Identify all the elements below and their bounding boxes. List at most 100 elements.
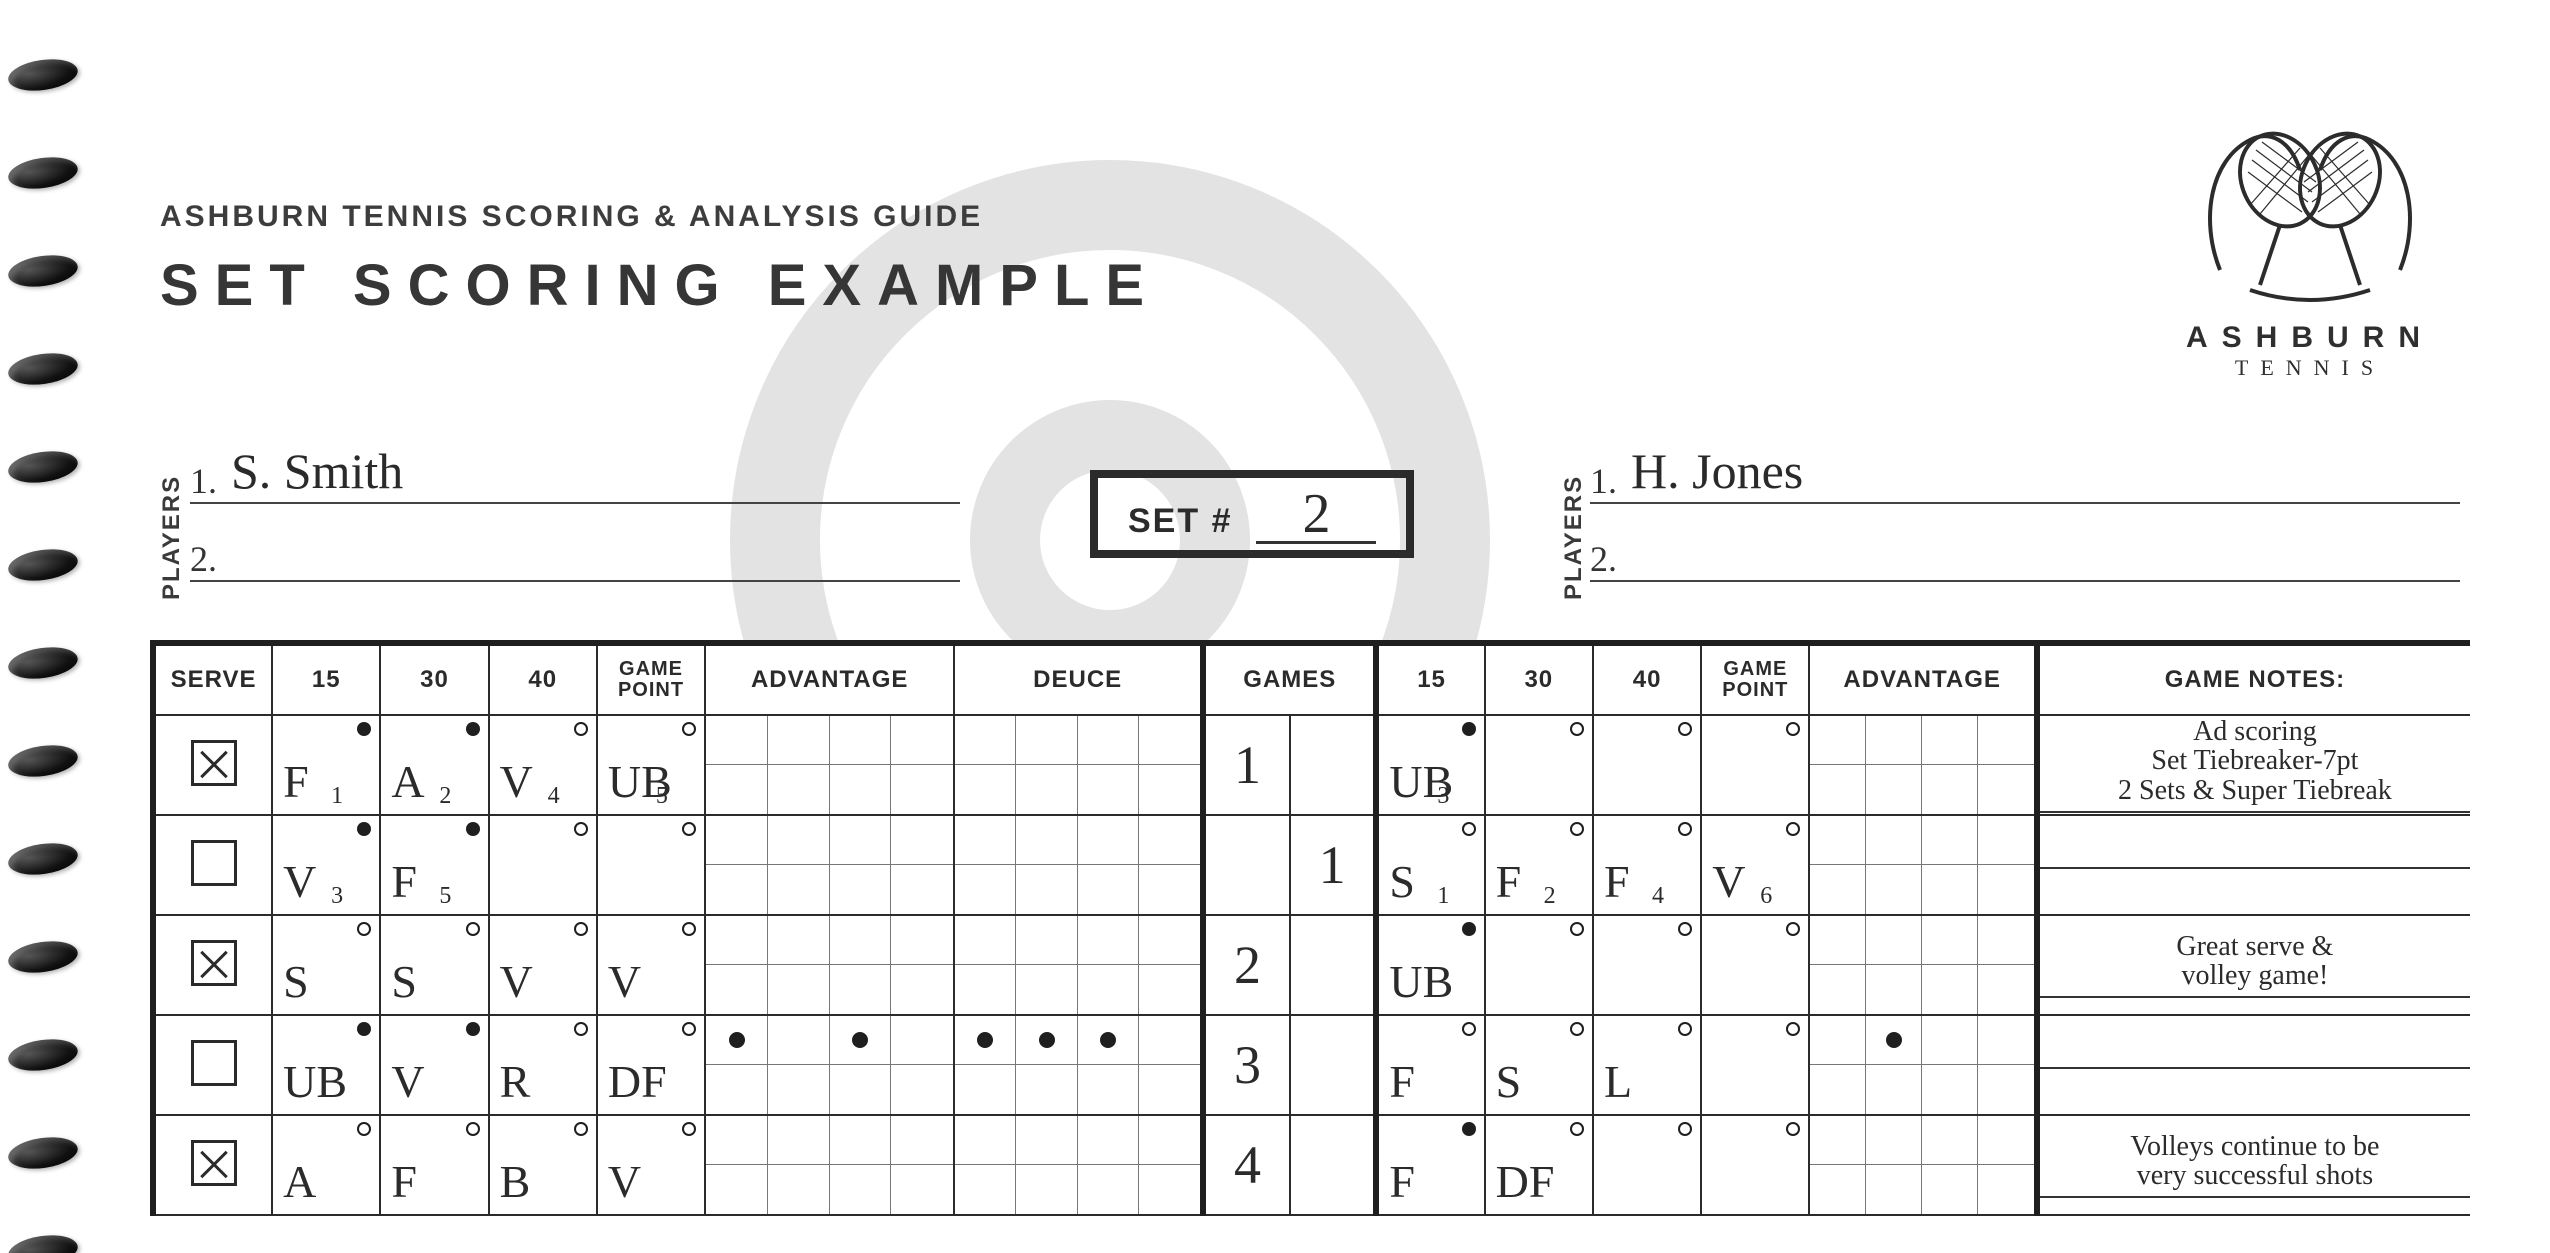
serve-cell: [153, 815, 272, 915]
point-cell: V: [489, 915, 597, 1015]
point-cell: V: [597, 915, 705, 1015]
point-cell: DF: [1485, 1115, 1593, 1215]
mini-grid-cell: [1809, 915, 2036, 1015]
score-table-wrap: SERVE 15 30 40 GAME POINT ADVANTAGE DEUC…: [150, 640, 2470, 1216]
notes-cell: Volleys continue to bevery successful sh…: [2037, 1115, 2470, 1215]
col-40-r: 40: [1593, 643, 1701, 715]
games-cell: 1: [1203, 815, 1376, 915]
col-gamepoint-r: GAME POINT: [1701, 643, 1809, 715]
notes-cell: Great serve &volley game!: [2037, 915, 2470, 1015]
point-cell: [1485, 915, 1593, 1015]
point-cell: S: [1485, 1015, 1593, 1115]
point-cell: R: [489, 1015, 597, 1115]
mini-grid-cell: [954, 1015, 1203, 1115]
left-p1-num: 1.: [190, 460, 217, 502]
mini-grid-cell: [1809, 715, 2036, 815]
point-cell: A: [272, 1115, 380, 1215]
set-value: 2: [1256, 488, 1376, 544]
col-30: 30: [380, 643, 488, 715]
col-deuce: DEUCE: [954, 643, 1203, 715]
mini-grid-cell: [954, 1115, 1203, 1215]
point-cell: [1485, 715, 1593, 815]
point-cell: F5: [380, 815, 488, 915]
players-label-right: PLAYERS: [1560, 475, 1588, 600]
mini-grid-cell: [1809, 815, 2036, 915]
col-advantage-r: ADVANTAGE: [1809, 643, 2036, 715]
point-cell: UB: [1376, 915, 1484, 1015]
point-cell: V: [597, 1115, 705, 1215]
right-p2-num: 2.: [1590, 538, 1617, 580]
left-p2-num: 2.: [190, 538, 217, 580]
point-cell: L: [1593, 1015, 1701, 1115]
score-row: V3F5 1S1F2F4V6: [153, 815, 2470, 915]
games-cell: 4: [1203, 1115, 1376, 1215]
left-player2-line: 2.: [190, 528, 960, 582]
serve-checkbox: [191, 940, 237, 986]
point-cell: S1: [1376, 815, 1484, 915]
notes-cell: [2037, 1015, 2470, 1115]
point-cell: A2: [380, 715, 488, 815]
mini-grid-cell: [954, 915, 1203, 1015]
brand-sub: TENNIS: [2150, 355, 2470, 381]
serve-checkbox: [191, 1040, 237, 1086]
point-cell: V3: [272, 815, 380, 915]
players-row: PLAYERS 1. S. Smith 2. SET # 2 PLAYERS 1…: [140, 450, 2470, 620]
col-advantage-l: ADVANTAGE: [705, 643, 954, 715]
col-15: 15: [272, 643, 380, 715]
page-header: ASHBURN TENNIS SCORING & ANALYSIS GUIDE …: [160, 200, 1160, 319]
notes-cell: Ad scoringSet Tiebreaker-7pt2 Sets & Sup…: [2037, 715, 2470, 815]
point-cell: [1701, 915, 1809, 1015]
notes-cell: [2037, 815, 2470, 915]
point-cell: [1701, 1115, 1809, 1215]
col-30-r: 30: [1485, 643, 1593, 715]
serve-cell: [153, 915, 272, 1015]
point-cell: F2: [1485, 815, 1593, 915]
players-label-left: PLAYERS: [158, 475, 186, 600]
brand-logo: ASHBURN TENNIS: [2150, 110, 2470, 381]
point-cell: UB: [272, 1015, 380, 1115]
col-40: 40: [489, 643, 597, 715]
mini-grid-cell: [705, 1115, 954, 1215]
set-number-box: SET # 2: [1090, 470, 1414, 558]
mini-grid-cell: [954, 815, 1203, 915]
serve-checkbox: [191, 840, 237, 886]
brand-name: ASHBURN: [2150, 321, 2470, 355]
mini-grid-cell: [954, 715, 1203, 815]
score-row: AFBV4FDFVolleys continue to bevery succe…: [153, 1115, 2470, 1215]
header-row: SERVE 15 30 40 GAME POINT ADVANTAGE DEUC…: [153, 643, 2470, 715]
point-cell: V6: [1701, 815, 1809, 915]
point-cell: F1: [272, 715, 380, 815]
right-player1-line: 1. H. Jones: [1590, 450, 2460, 504]
point-cell: [1701, 1015, 1809, 1115]
col-notes: GAME NOTES:: [2037, 643, 2470, 715]
point-cell: [1593, 715, 1701, 815]
point-cell: V: [380, 1015, 488, 1115]
point-cell: [489, 815, 597, 915]
games-cell: 2: [1203, 915, 1376, 1015]
score-row: UBVRDF3FSL: [153, 1015, 2470, 1115]
games-cell: 3: [1203, 1015, 1376, 1115]
serve-checkbox: [191, 1140, 237, 1186]
point-cell: V4: [489, 715, 597, 815]
games-cell: 1: [1203, 715, 1376, 815]
mini-grid-cell: [705, 715, 954, 815]
mini-grid-cell: [1809, 1115, 2036, 1215]
score-table: SERVE 15 30 40 GAME POINT ADVANTAGE DEUC…: [150, 640, 2470, 1216]
point-cell: B: [489, 1115, 597, 1215]
serve-cell: [153, 715, 272, 815]
point-cell: [597, 815, 705, 915]
header-title: SET SCORING EXAMPLE: [160, 252, 1160, 319]
set-label: SET #: [1128, 502, 1232, 541]
left-p1-name: S. Smith: [231, 442, 403, 502]
right-player2-line: 2.: [1590, 528, 2460, 582]
score-row: SSVV2UBGreat serve &volley game!: [153, 915, 2470, 1015]
point-cell: [1701, 715, 1809, 815]
right-p1-num: 1.: [1590, 460, 1617, 502]
right-p1-name: H. Jones: [1631, 442, 1803, 502]
point-cell: F4: [1593, 815, 1701, 915]
col-serve: SERVE: [153, 643, 272, 715]
mini-grid-cell: [705, 1015, 954, 1115]
col-games: GAMES: [1203, 643, 1376, 715]
serve-cell: [153, 1115, 272, 1215]
spiral-binding: [0, 0, 100, 1253]
